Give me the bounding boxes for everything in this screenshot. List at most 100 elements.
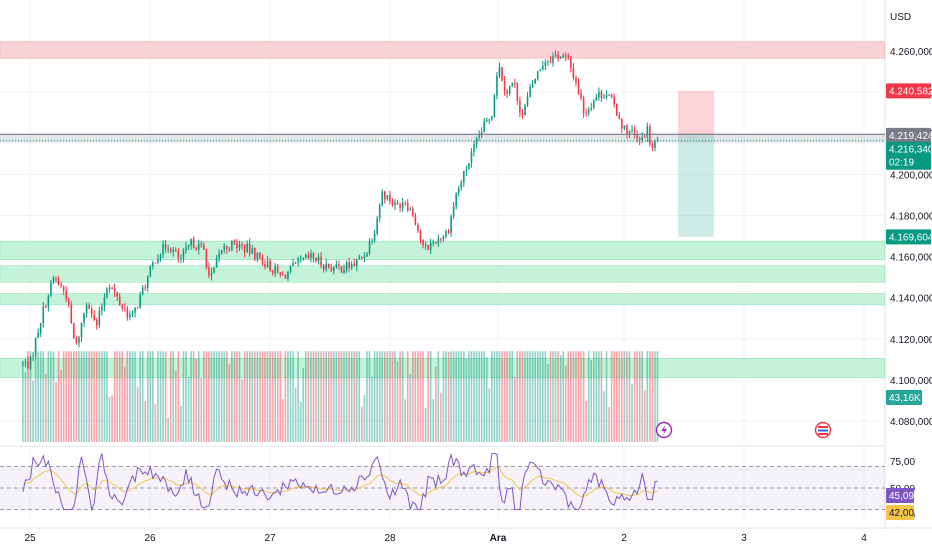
chart-icons [655,421,832,439]
volume-bar [98,351,101,442]
candle-body [101,306,103,311]
candle-body [190,238,192,246]
volume-bar [475,351,478,442]
price-badge-label: 4.169,604 [889,232,932,243]
volume-bar [519,351,521,442]
candle-body [129,314,131,318]
volume-bar [340,351,343,442]
volume-bar [241,379,243,442]
rsi-tick-label: 75,00 [890,457,915,468]
volume-bar [414,351,417,442]
volume-bar [577,351,580,442]
candle-body [271,270,274,274]
candle-body [93,315,96,320]
support-zone-3 [0,265,886,283]
volume-bar [524,351,526,442]
candle-body [498,67,501,76]
candle-body [220,250,223,254]
rsi-line [22,452,658,512]
volume-badge-label: 43,16K [889,393,921,404]
volume-bar [554,351,557,442]
volume-bar [251,351,254,442]
currency-label[interactable]: USD [890,12,911,23]
volume-bar [600,351,603,442]
candle-body [113,288,116,293]
candle-body [521,113,524,116]
volume-bar [325,351,327,442]
candle-body [503,80,506,91]
volume-bar [613,351,615,442]
candle-body [562,55,565,58]
candle-body [470,151,473,164]
candle-body [269,260,271,271]
volume-bar [223,351,226,442]
candle-body [572,67,575,78]
candle-body [447,231,450,234]
volume-bar [501,351,503,442]
volume-bar [129,351,131,442]
price-tick-label: 4.120,000 [890,335,932,346]
candle-body [340,266,343,273]
volume-bar [39,351,42,442]
price-badge [886,127,931,143]
volume-bar [136,386,139,442]
support-zone-5 [0,358,886,379]
candle-body [534,79,536,84]
candle-body [210,272,213,276]
candle-body [88,304,90,309]
volume-bar [636,351,638,442]
volume-bar [32,380,34,442]
volume-bar [327,351,330,442]
volume-bar [27,351,29,442]
candle-body [98,310,101,326]
volume-bar [45,374,47,442]
candle-body [305,255,307,258]
volume-bar [169,351,172,442]
candle-body [590,107,593,109]
candle-body [643,136,646,138]
volume-bar [491,351,493,442]
candle-body [651,144,654,148]
candle-body [396,202,399,205]
candle-body [621,119,623,129]
volume-bar [330,351,333,442]
candle-body [608,94,610,96]
volume-bar [42,351,45,442]
candle-body [575,77,577,83]
candle-body [256,252,259,260]
volume-bar [470,351,473,442]
volume-bar [60,369,62,442]
volume-bar [386,351,389,442]
candle-body [22,362,24,364]
volume-bar [345,351,348,442]
volume-bar [422,351,424,442]
candle-body [427,244,429,250]
candle-body [39,323,42,334]
candle-body [32,355,34,357]
candle-body [577,82,580,94]
price-lines [0,133,885,143]
candle-body [615,103,618,116]
volume-bar [396,361,399,442]
candle-body [29,356,32,368]
volume-bar [508,351,511,442]
candle-body [330,267,333,272]
candle-body [55,277,57,279]
price-badge [886,141,931,170]
candle-body [593,100,595,108]
candle-body [195,248,197,250]
volume-bar [404,399,406,442]
price-axis[interactable]: 4.260,0004.240,0004.220,0004.200,0004.18… [886,47,932,428]
candle-body [37,333,39,338]
candlesticks [22,50,659,371]
volume-bar [536,351,539,442]
candle-body [243,245,246,253]
candle-body [52,277,55,283]
short-position-tool[interactable] [678,90,714,237]
volume-bar [274,351,276,442]
price-badge-label: 4.219,424 [889,131,932,142]
volume-bar [55,381,57,442]
time-axis[interactable]: 25 26 27 28 Ara 2 3 4 [24,533,867,544]
